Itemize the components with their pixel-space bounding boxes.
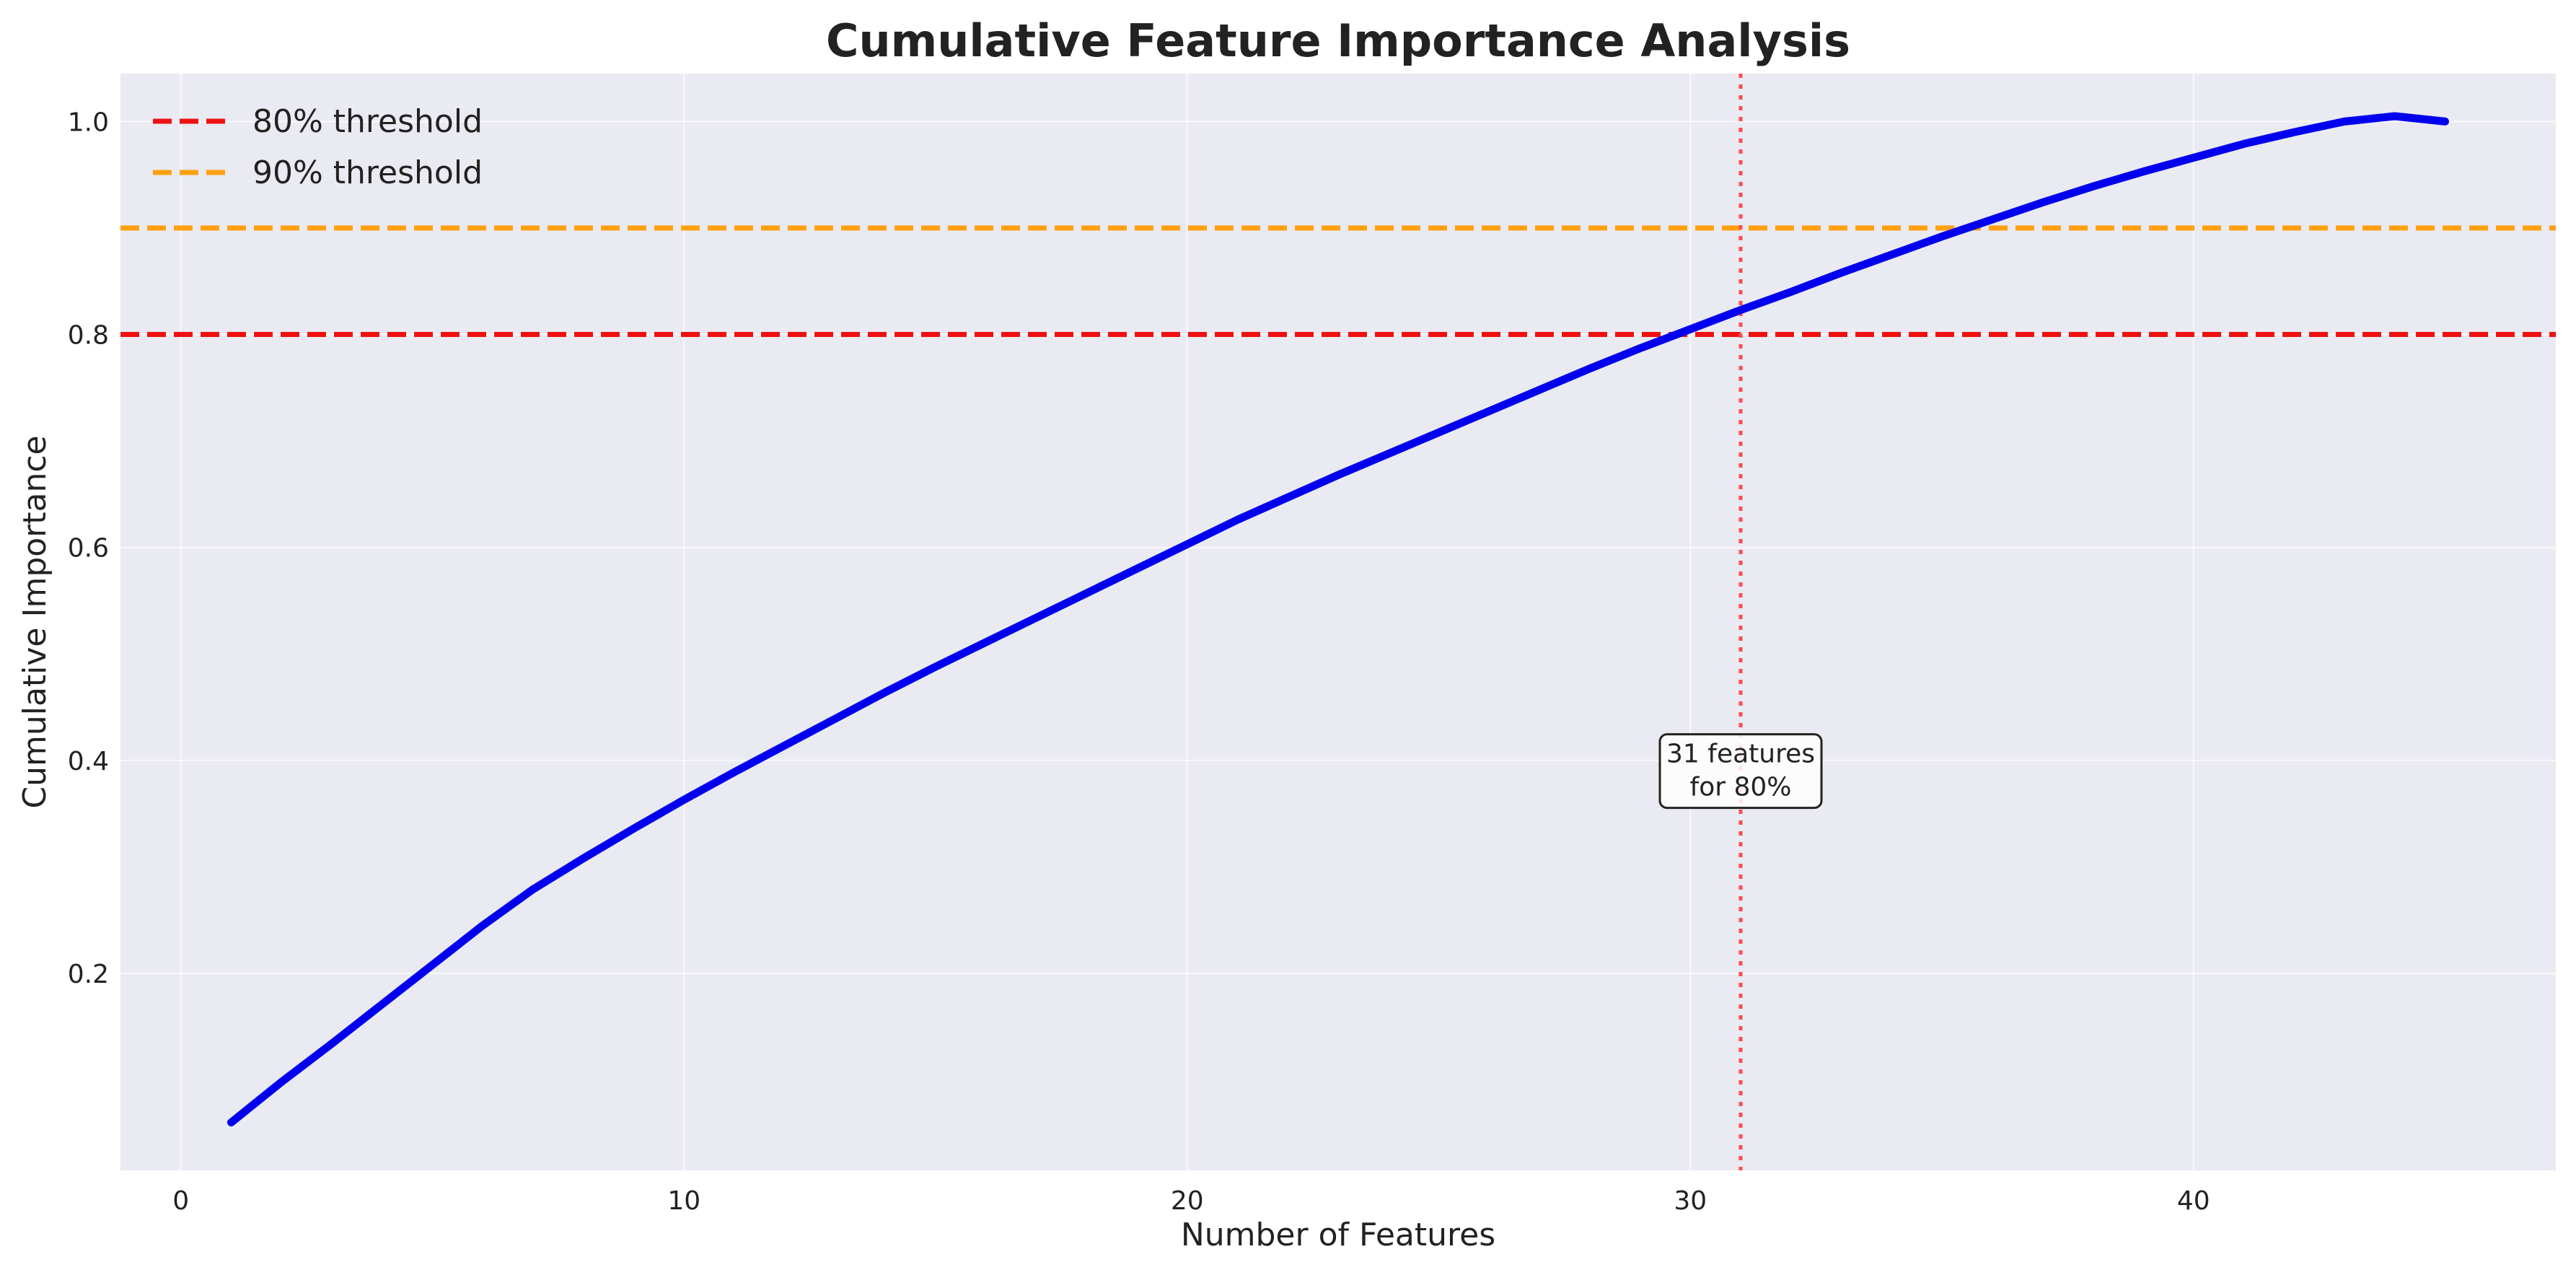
y-tick-label: 0.6 (68, 534, 109, 564)
y-axis-label: Cumulative Importance (17, 435, 53, 808)
x-tick-label: 10 (667, 1186, 700, 1216)
legend: 80% threshold 90% threshold (153, 103, 483, 191)
y-tick-label: 0.8 (68, 321, 109, 351)
annotation-text: 31 features (1666, 740, 1815, 769)
legend-label: 80% threshold (252, 103, 483, 140)
plot-area (120, 74, 2556, 1170)
chart-title: Cumulative Feature Importance Analysis (826, 14, 1850, 67)
x-axis-label: Number of Features (1181, 1217, 1495, 1253)
y-tick-label: 1.0 (68, 108, 109, 137)
y-axis-ticks: 0.2 0.4 0.6 0.8 1.0 (68, 108, 109, 989)
y-tick-label: 0.4 (68, 747, 109, 776)
annotation-box-frame (1658, 733, 1823, 810)
cumulative-importance-line (227, 112, 2449, 1127)
annotation-text: for 80% (1690, 773, 1792, 802)
annotation-box: 31 features for 80% (1658, 733, 1823, 810)
x-tick-label: 30 (1674, 1186, 1707, 1216)
x-tick-label: 40 (2177, 1186, 2210, 1216)
x-tick-label: 0 (172, 1186, 189, 1216)
legend-label: 90% threshold (252, 154, 483, 191)
series-group (227, 112, 2449, 1127)
x-axis-ticks: 0 10 20 30 40 (172, 1186, 2210, 1216)
threshold-lines (120, 225, 2556, 338)
x-tick-label: 20 (1171, 1186, 1204, 1216)
y-tick-label: 0.2 (68, 960, 109, 989)
